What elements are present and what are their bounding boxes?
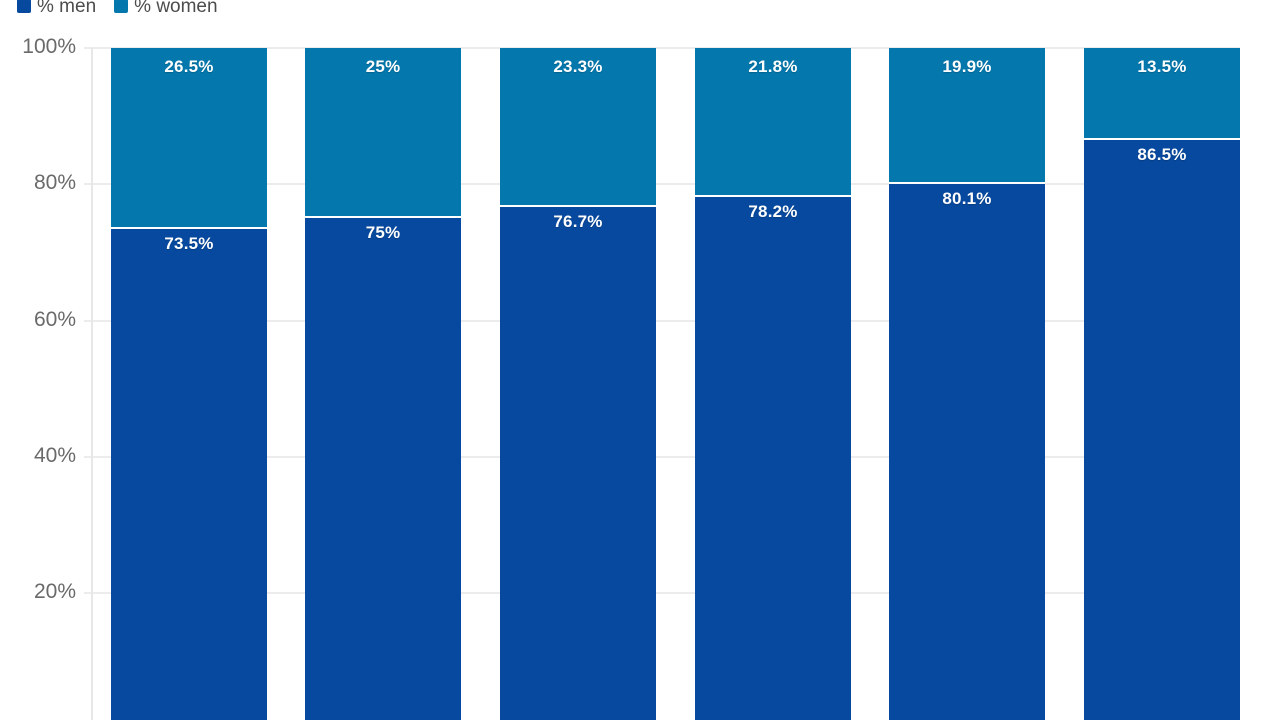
segment-women: 21.8% [695,48,851,195]
bar-label-women: 23.3% [553,57,603,76]
bar-6: 13.5% 86.5% [1084,48,1240,720]
chart-legend: % men % women [17,0,218,17]
segment-men: 86.5% [1084,140,1240,720]
gridline-60 [84,320,1240,322]
segment-women: 25% [305,48,461,217]
bar-3: 23.3% 76.7% [500,48,656,720]
segment-women: 19.9% [889,48,1045,182]
segment-divider [1084,138,1240,140]
segment-women: 26.5% [111,48,267,227]
legend-swatch-men [17,0,31,13]
bar-label-men: 75% [365,223,401,243]
bar-label-men: 73.5% [164,233,214,253]
y-tick-label-20: 20% [33,580,76,603]
bar-label-women: 26.5% [164,57,214,76]
legend-item-women: % women [114,0,218,17]
segment-men: 73.5% [111,228,267,720]
y-tick-label-60: 60% [33,308,76,331]
segment-men: 78.2% [695,196,851,720]
legend-label-men: % men [37,0,97,17]
y-axis-line [91,48,93,720]
gridline-80 [84,183,1240,185]
segment-men: 80.1% [889,183,1045,720]
legend-swatch-women [114,0,129,13]
gridline-100 [84,47,1240,49]
bar-5: 19.9% 80.1% [889,48,1045,720]
bar-label-women: 19.9% [942,57,992,76]
segment-women: 13.5% [1084,48,1240,138]
bar-label-men: 78.2% [748,201,798,221]
bar-4: 21.8% 78.2% [695,48,851,720]
bar-label-men: 76.7% [553,211,603,231]
segment-divider [695,194,851,197]
segment-divider [305,216,461,219]
bar-label-women: 21.8% [748,57,798,76]
bar-1: 26.5% 73.5% [111,48,267,720]
bar-2: 25% 75% [305,48,461,720]
segment-divider [111,226,267,229]
bar-label-men: 80.1% [942,188,992,208]
y-tick-label-40: 40% [33,444,76,467]
bar-label-men: 86.5% [1137,145,1187,164]
bar-label-women: 13.5% [1137,57,1187,76]
segment-men: 75% [305,218,461,720]
bar-label-women: 25% [365,57,401,76]
y-tick-label-80: 80% [33,171,76,194]
legend-label-women: % women [134,0,218,17]
segment-women: 23.3% [500,48,656,205]
segment-men: 76.7% [500,206,656,720]
y-tick-label-100: 100% [22,35,76,58]
gridline-40 [84,456,1240,458]
legend-item-men: % men [17,0,96,17]
segment-divider [500,204,656,207]
gridline-20 [84,592,1240,594]
segment-divider [889,181,1045,184]
